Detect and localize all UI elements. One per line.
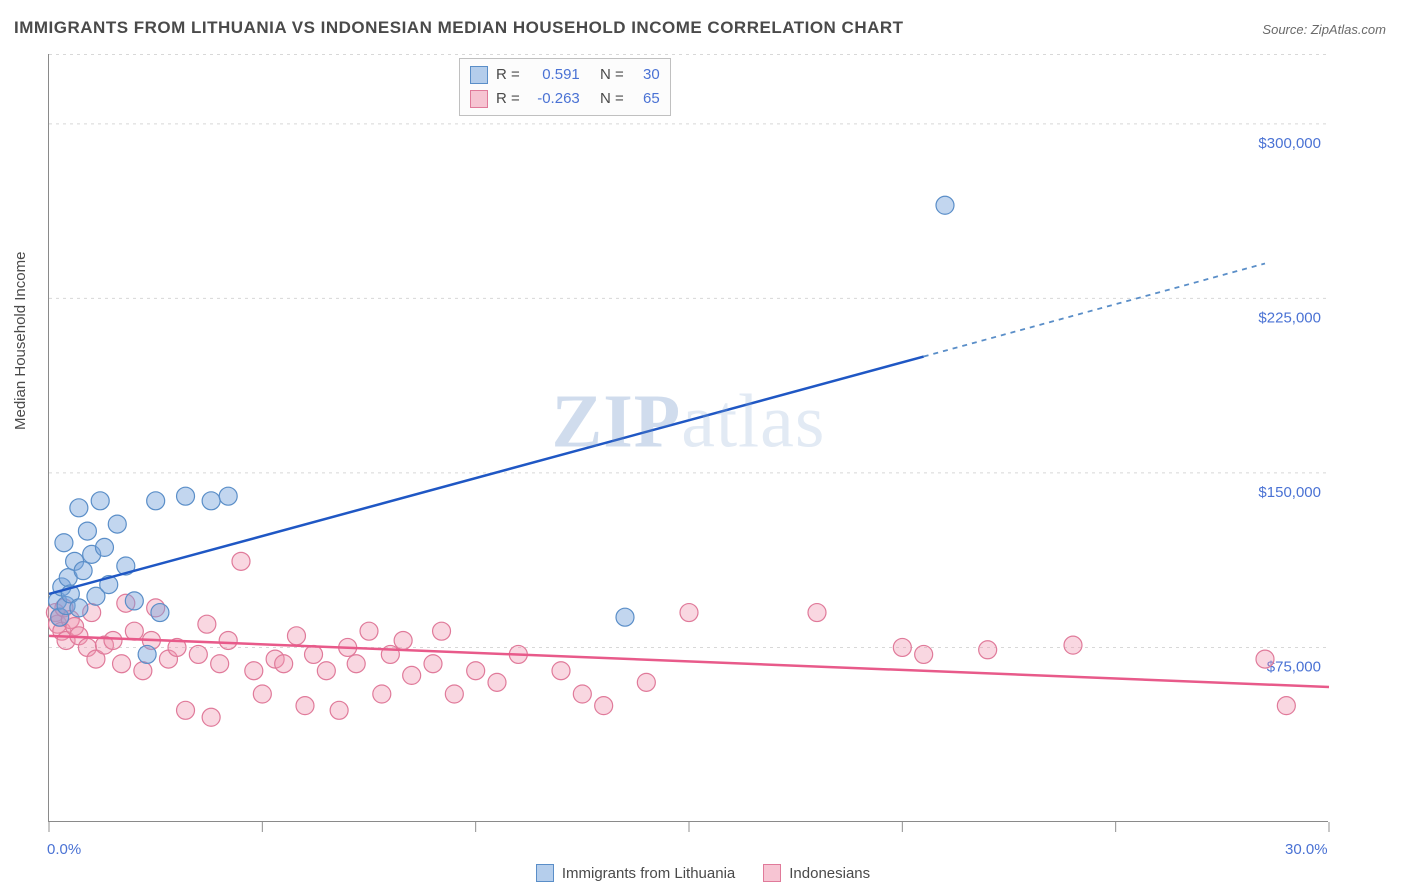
swatch-pink-icon [763, 864, 781, 882]
legend-item-blue: Immigrants from Lithuania [536, 864, 735, 882]
source-attribution: Source: ZipAtlas.com [1262, 22, 1386, 37]
n-label: N = [600, 63, 624, 87]
r-value-pink: -0.263 [528, 87, 580, 111]
stats-row-pink: R = -0.263 N = 65 [470, 87, 660, 111]
source-label: Source: [1262, 22, 1307, 37]
stats-row-blue: R = 0.591 N = 30 [470, 63, 660, 87]
legend-item-pink: Indonesians [763, 864, 870, 882]
plot-area: $75,000$150,000$225,000$300,000 0.0%30.0… [48, 54, 1328, 822]
svg-text:0.0%: 0.0% [47, 841, 81, 858]
n-value-pink: 65 [632, 87, 660, 111]
y-axis-label: Median Household Income [12, 252, 29, 430]
stats-legend-box: R = 0.591 N = 30 R = -0.263 N = 65 [459, 58, 671, 116]
axes-layer: 0.0%30.0% [49, 54, 1328, 821]
svg-text:30.0%: 30.0% [1285, 841, 1328, 858]
r-label: R = [496, 87, 520, 111]
chart-title: IMMIGRANTS FROM LITHUANIA VS INDONESIAN … [14, 18, 904, 38]
n-value-blue: 30 [632, 63, 660, 87]
r-value-blue: 0.591 [528, 63, 580, 87]
n-label: N = [600, 87, 624, 111]
swatch-blue-icon [470, 66, 488, 84]
legend-label-pink: Indonesians [789, 865, 870, 882]
bottom-legend: Immigrants from Lithuania Indonesians [0, 864, 1406, 882]
legend-label-blue: Immigrants from Lithuania [562, 865, 735, 882]
source-value: ZipAtlas.com [1311, 22, 1386, 37]
swatch-blue-icon [536, 864, 554, 882]
r-label: R = [496, 63, 520, 87]
swatch-pink-icon [470, 90, 488, 108]
